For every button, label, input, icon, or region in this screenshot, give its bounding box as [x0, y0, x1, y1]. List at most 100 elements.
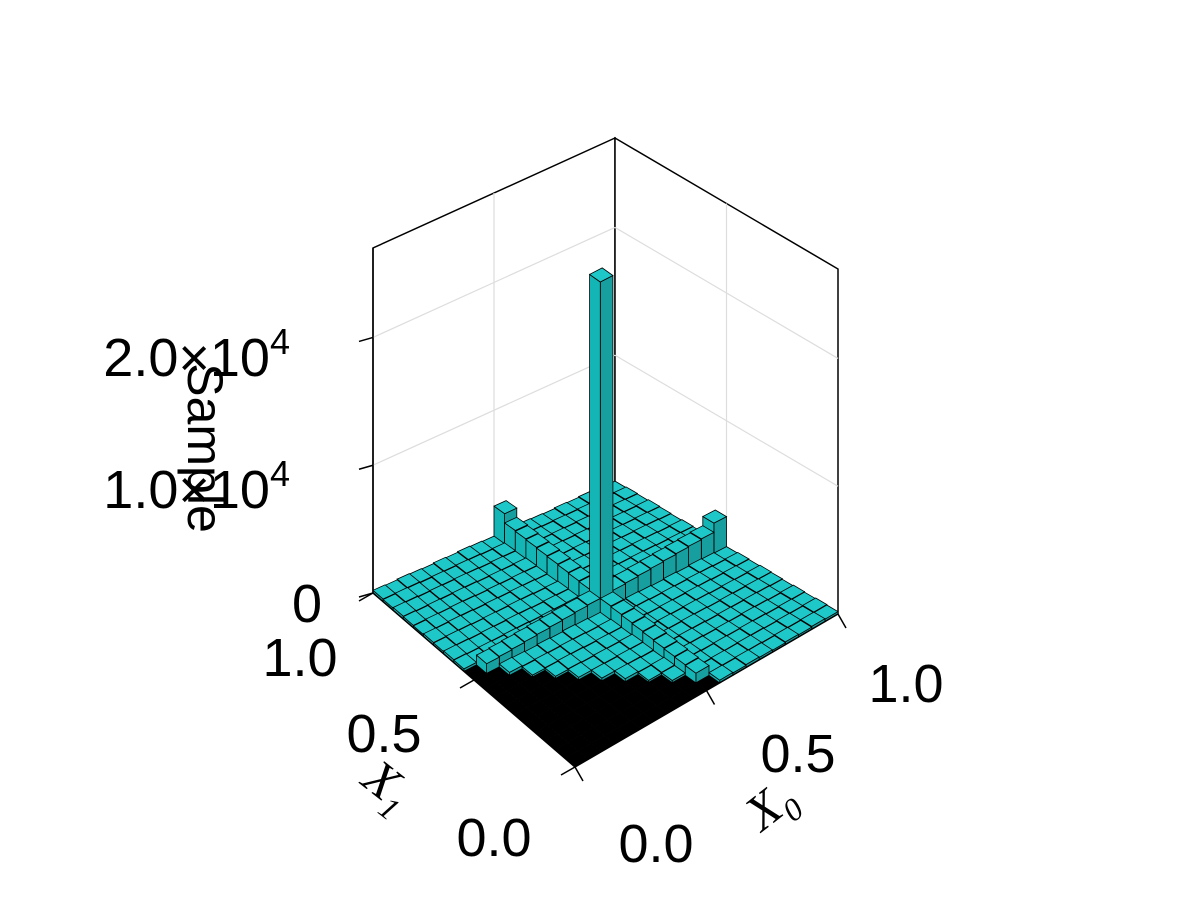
- bar-7-14-top: [509, 584, 534, 600]
- y-tick-label-1: 0.5: [346, 704, 421, 764]
- bar-17-16-top: [610, 511, 636, 525]
- bar-10-13-top: [557, 558, 582, 573]
- bar-6-15-top: [486, 583, 511, 599]
- bar-15-9-top: [662, 571, 688, 587]
- bar-8-5-top: [616, 648, 642, 665]
- bar-3-17-top: [429, 584, 454, 600]
- bar-4-16-top: [451, 586, 476, 602]
- bar-10-2-top: [673, 649, 700, 666]
- bar-4-10-top: [513, 626, 538, 643]
- bar-17-1-top: [775, 612, 802, 628]
- z-tick-label-2: 2.0×104: [103, 321, 290, 388]
- bar-10-17-top: [514, 525, 539, 540]
- bar-0-11-top: [453, 653, 478, 670]
- bar-5-6: [567, 661, 593, 681]
- bar-6-8-top: [559, 638, 585, 655]
- bar-7-16-top: [488, 569, 513, 585]
- grid-z-backy-1: [614, 354, 839, 487]
- bar-0-17-top: [392, 601, 417, 617]
- bar-2-19-top: [396, 573, 421, 588]
- grid-z-backx-2: [372, 226, 616, 338]
- bar-19-16-top: [635, 499, 661, 513]
- z-axis-title: Sample: [177, 363, 233, 533]
- bar-18-2-top: [777, 598, 804, 614]
- bar-4-18-top: [430, 570, 455, 586]
- bar-18-17-top: [612, 498, 638, 513]
- z-tick-0: [358, 592, 374, 598]
- y-tick-label-0: 0.0: [456, 808, 531, 868]
- bar-10-8-top: [610, 599, 635, 615]
- bar-19-3-top: [779, 584, 806, 600]
- bar-15-19-top: [553, 501, 579, 516]
- bar-5-7-top: [557, 653, 582, 670]
- bar-9-13-top: [544, 580, 570, 596]
- bar-9-3-top: [650, 656, 676, 673]
- bar-5-10-top: [526, 619, 551, 635]
- bar-12-6-top: [656, 613, 683, 629]
- bar-10-10-side: [589, 273, 601, 616]
- bar-13-5-top: [680, 613, 706, 629]
- bar-10-10-top: [588, 267, 614, 283]
- bar-8-12-top: [542, 594, 568, 610]
- bar-3-12-top: [480, 625, 505, 642]
- bar-17-14-top: [632, 524, 658, 539]
- bar-17-10-top: [676, 532, 703, 547]
- bar-18-5-top: [744, 578, 771, 593]
- bar-10-3-top: [663, 641, 689, 657]
- bar-2-14-top: [447, 614, 472, 631]
- bar-16-5-top: [719, 592, 745, 608]
- bar-19-6-top: [746, 564, 772, 580]
- bar-5-9-top: [536, 637, 561, 654]
- y-tick-0: [560, 766, 576, 776]
- bar-19-8-top: [724, 551, 750, 567]
- bar-8-3-top: [637, 664, 663, 681]
- bar-5-17-top: [453, 572, 478, 588]
- bar-14-6-top: [682, 599, 708, 615]
- bar-16-3-top: [740, 606, 767, 622]
- bar-9-8-top: [597, 618, 623, 635]
- bar-0-14-top: [422, 627, 447, 643]
- bar-3-8: [521, 659, 546, 678]
- bar-0-16-top: [402, 610, 427, 626]
- bar-10-6-top: [631, 616, 657, 632]
- bar-9-2-top: [660, 665, 687, 681]
- bar-18-10-top: [689, 525, 715, 540]
- x-tick-label-0: 0.0: [618, 814, 693, 874]
- bar-2-9-top: [498, 656, 523, 673]
- bar-17-6-top: [720, 578, 747, 594]
- bar-15-2-top: [738, 620, 765, 636]
- bar-11-0-top: [708, 664, 734, 681]
- bar-19-18-top: [613, 486, 639, 500]
- bar-10-16-top: [525, 533, 550, 548]
- x-tick-2: [837, 613, 847, 629]
- bar-19-1-top: [801, 597, 828, 613]
- bar-18-15-top: [634, 511, 660, 526]
- bar-13-2-top: [712, 635, 739, 651]
- bar-10-7-top: [620, 607, 646, 624]
- bar-10-12-top: [567, 566, 593, 582]
- bar-7-9-top: [561, 624, 587, 640]
- bar-6-18-top: [455, 559, 480, 574]
- bar-8-17-top: [490, 555, 515, 571]
- x-tick-label-2: 1.0: [868, 654, 943, 714]
- axis-panes: [372, 136, 839, 616]
- x-tick-0: [574, 766, 584, 782]
- bar-12-1-top: [710, 649, 736, 666]
- bar-19-10-top: [701, 509, 728, 524]
- bar-1-15-top: [424, 612, 449, 629]
- bar-12-10-top: [614, 568, 639, 584]
- bar-16-10-top: [664, 539, 690, 555]
- y-tick-1: [459, 679, 475, 689]
- bar-7-19-top: [456, 545, 482, 560]
- bar-5-12-top: [505, 612, 530, 629]
- bar-9-16-top: [512, 557, 538, 572]
- bar-5-19-top: [432, 556, 457, 572]
- z-tick-1: [358, 464, 374, 470]
- grid-z-backx-1: [372, 354, 616, 466]
- grid-z-backy-2: [614, 226, 839, 359]
- bar-18-0-top: [799, 611, 826, 627]
- bar-10-5-top: [642, 624, 668, 641]
- bar-10-15-top: [535, 541, 561, 557]
- bar-12-4-top: [678, 627, 704, 644]
